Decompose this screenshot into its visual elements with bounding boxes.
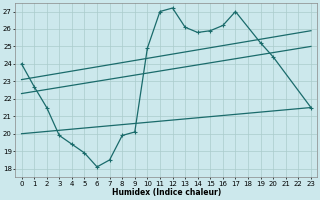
X-axis label: Humidex (Indice chaleur): Humidex (Indice chaleur) bbox=[112, 188, 221, 197]
